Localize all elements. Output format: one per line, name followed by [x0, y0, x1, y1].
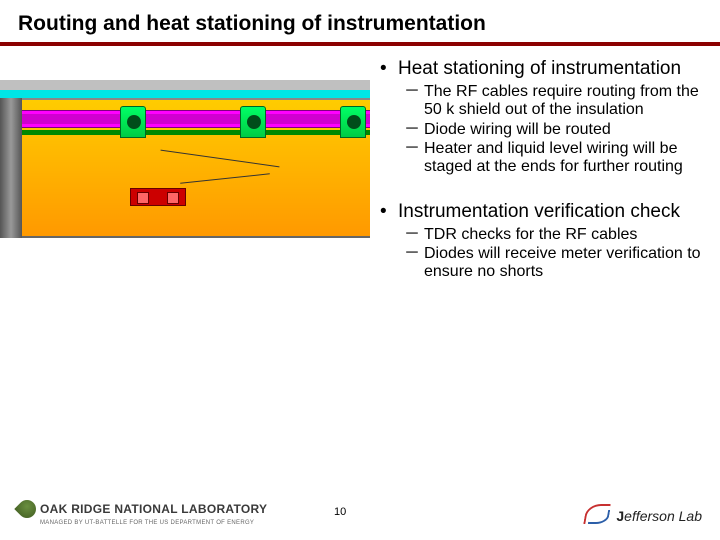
- cad-bracket-2: [240, 106, 266, 138]
- cad-top-strip-1: [0, 80, 370, 90]
- jlab-logo: Jefferson Lab: [583, 502, 702, 524]
- cad-frame-left: [0, 98, 22, 238]
- ornl-logo: OAK RIDGE NATIONAL LABORATORY MANAGED BY…: [18, 500, 267, 526]
- jlab-efferson: efferson: [624, 508, 678, 524]
- bullet-1-sub-2: Diode wiring will be routed: [380, 121, 702, 139]
- bullet-2-sub-1: TDR checks for the RF cables: [380, 226, 702, 244]
- cad-top-strip-2: [0, 90, 370, 98]
- bullet-1-sub-1: The RF cables require routing from the 5…: [380, 83, 702, 120]
- jlab-text: Jefferson Lab: [616, 508, 702, 524]
- jlab-lab: Lab: [679, 508, 702, 524]
- leaf-icon: [14, 496, 39, 521]
- footer: OAK RIDGE NATIONAL LABORATORY MANAGED BY…: [0, 486, 720, 540]
- cad-rail-inner: [0, 114, 370, 124]
- jlab-j: J: [616, 508, 624, 524]
- jlab-swoosh-icon: [583, 502, 613, 524]
- figure-column: [0, 58, 370, 283]
- ornl-text: OAK RIDGE NATIONAL LABORATORY: [40, 503, 267, 515]
- ornl-subtext: MANAGED BY UT-BATTELLE FOR THE US DEPART…: [40, 520, 267, 526]
- bullet-2: Instrumentation verification check: [380, 201, 702, 224]
- text-column: Heat stationing of instrumentation The R…: [370, 58, 720, 283]
- page-number: 10: [334, 506, 346, 518]
- cad-red-box: [130, 188, 186, 206]
- cad-bracket-3: [340, 106, 366, 138]
- cad-bracket-1: [120, 106, 146, 138]
- bullet-1: Heat stationing of instrumentation: [380, 58, 702, 81]
- bullet-1-sub-3: Heater and liquid level wiring will be s…: [380, 140, 702, 177]
- slide-title: Routing and heat stationing of instrumen…: [0, 0, 720, 42]
- content-area: Heat stationing of instrumentation The R…: [0, 46, 720, 283]
- cad-green-bar: [0, 130, 370, 135]
- bullet-2-sub-2: Diodes will receive meter verification t…: [380, 245, 702, 282]
- cad-figure: [0, 58, 370, 253]
